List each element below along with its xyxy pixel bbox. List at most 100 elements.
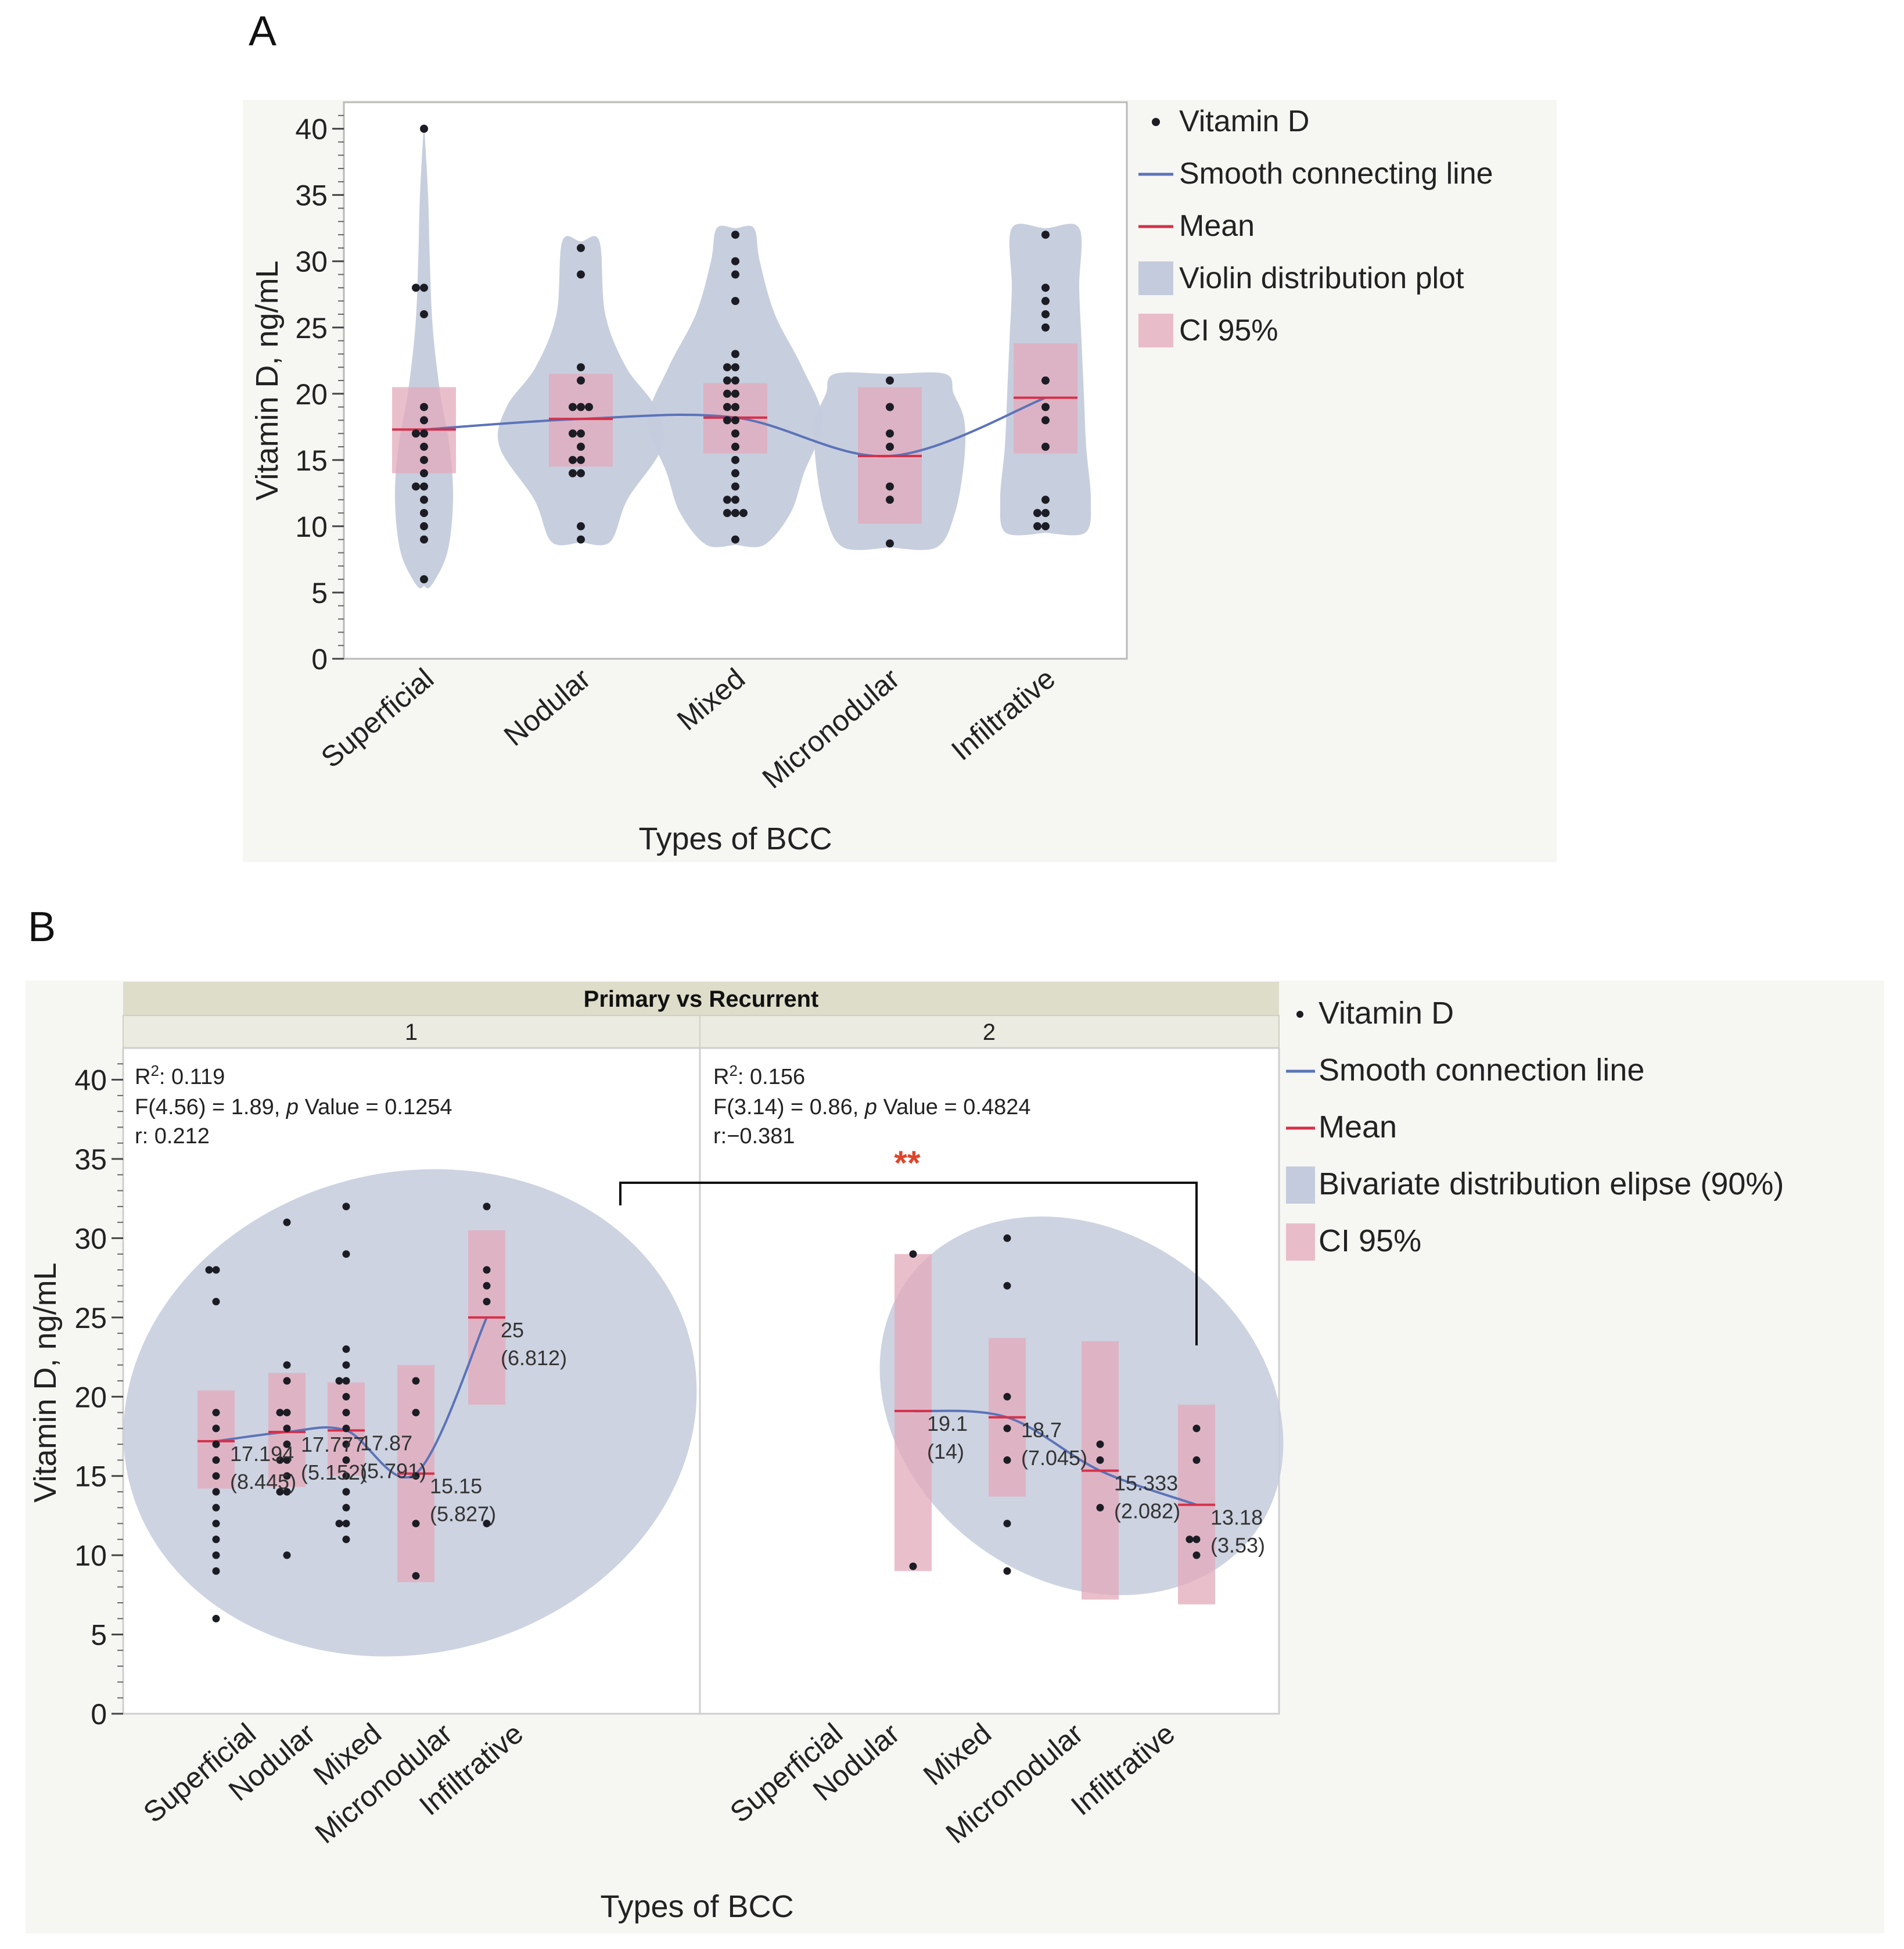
data-point	[412, 1472, 420, 1480]
data-point	[731, 350, 739, 358]
data-point	[731, 443, 739, 451]
data-point	[731, 429, 739, 438]
data-point	[420, 509, 428, 518]
legend-vitamin-d-marker	[1296, 1011, 1303, 1018]
sd-value-label: (7.045)	[1021, 1446, 1087, 1470]
panel-b-y-tick-label: 20	[74, 1381, 107, 1413]
data-point	[420, 469, 428, 478]
sd-value-label: (6.812)	[501, 1346, 567, 1370]
data-point	[569, 429, 577, 438]
data-point	[483, 1520, 491, 1528]
data-point	[731, 416, 739, 425]
panel-b-y-tick-label: 30	[74, 1222, 107, 1255]
data-point	[212, 1424, 220, 1433]
data-point	[342, 1250, 350, 1258]
r-squared-value: : 0.119	[159, 1065, 225, 1089]
r-squared-label: R	[713, 1065, 729, 1089]
data-point	[1003, 1392, 1011, 1401]
data-point	[283, 1409, 291, 1417]
r-squared-superscript: 2	[150, 1062, 159, 1079]
data-point	[483, 1203, 491, 1211]
data-point	[1192, 1551, 1201, 1559]
data-point	[342, 1424, 350, 1433]
legend-label: Mean	[1179, 209, 1255, 243]
data-point	[731, 363, 739, 372]
data-point	[585, 403, 593, 411]
panel-a-y-tick-label: 10	[295, 511, 328, 543]
data-point	[886, 429, 894, 438]
data-point	[420, 310, 428, 318]
data-point	[212, 1456, 220, 1464]
data-point	[342, 1377, 350, 1385]
f-test-stat: F(3.14) = 0.86, p Value = 0.4824	[713, 1095, 1030, 1119]
data-point	[276, 1456, 284, 1464]
data-point	[886, 403, 894, 411]
panel-a-y-axis-title: Vitamin D, ng/mL	[250, 260, 285, 500]
data-point	[420, 429, 428, 438]
panel-a-label: A	[249, 8, 276, 55]
data-point	[731, 509, 739, 518]
data-point	[283, 1377, 291, 1385]
data-point	[569, 403, 577, 411]
p-label: p	[864, 1095, 877, 1119]
data-point	[420, 416, 428, 425]
data-point	[420, 575, 428, 584]
data-point	[283, 1424, 291, 1433]
data-point	[886, 376, 894, 385]
data-point	[723, 389, 731, 398]
smooth-connection-line-g2	[913, 1409, 1197, 1506]
data-point	[212, 1488, 220, 1496]
legend-ci-swatch	[1138, 314, 1173, 347]
data-point	[212, 1409, 220, 1417]
p-label: p	[286, 1095, 299, 1119]
data-point	[577, 469, 585, 478]
panel-b-y-tick-label: 10	[74, 1539, 107, 1572]
data-point	[420, 124, 428, 133]
panel-b-y-tick-label: 25	[74, 1302, 107, 1334]
panel-a-y-tick-label: 5	[311, 577, 328, 609]
data-point	[577, 522, 585, 530]
mean-value-label: 15.15	[430, 1474, 482, 1498]
data-point	[577, 376, 585, 385]
legend-label: Bivariate distribution elipse (90%)	[1319, 1166, 1784, 1201]
panel-a-y-tick-label: 35	[295, 180, 328, 212]
legend-label: Smooth connection line	[1319, 1053, 1644, 1087]
data-point	[1041, 403, 1050, 411]
p-value: Value = 0.1254	[299, 1095, 452, 1119]
panel-b-x-axis-title: Types of BCC	[600, 1889, 793, 1924]
data-point	[1192, 1424, 1201, 1433]
data-point	[1041, 231, 1050, 239]
data-point	[483, 1298, 491, 1306]
data-point	[212, 1440, 220, 1448]
data-point	[412, 429, 420, 438]
mean-value-label: 25	[501, 1318, 524, 1342]
data-point	[577, 403, 585, 411]
data-point	[1033, 509, 1041, 518]
data-point	[723, 363, 731, 372]
mean-value-label: 18.7	[1021, 1418, 1062, 1442]
panel-b-y-axis-title: Vitamin D, ng/mL	[28, 1262, 63, 1502]
panel-b-y-tick-label: 40	[74, 1064, 107, 1097]
data-point	[412, 1520, 420, 1528]
legend-label: CI 95%	[1319, 1223, 1421, 1258]
data-point	[1003, 1282, 1011, 1290]
legend-label: Vitamin D	[1179, 105, 1309, 138]
panel-b-y-tick-label: 0	[91, 1698, 107, 1731]
sd-value-label: (3.53)	[1210, 1533, 1265, 1557]
data-point	[577, 363, 585, 372]
data-point	[342, 1392, 350, 1401]
group-1-header-label: 1	[405, 1020, 418, 1045]
data-point	[731, 297, 739, 306]
data-point	[342, 1456, 350, 1464]
data-point	[412, 1409, 420, 1417]
legend-ci-swatch	[1286, 1223, 1315, 1261]
data-point	[1041, 509, 1050, 518]
data-point	[420, 482, 428, 491]
data-point	[577, 270, 585, 279]
data-point	[1192, 1456, 1201, 1464]
data-point	[731, 231, 739, 239]
sd-value-label: (5.827)	[430, 1502, 496, 1526]
data-point	[412, 1572, 420, 1580]
panel-a-y-tick-label: 25	[295, 312, 328, 344]
